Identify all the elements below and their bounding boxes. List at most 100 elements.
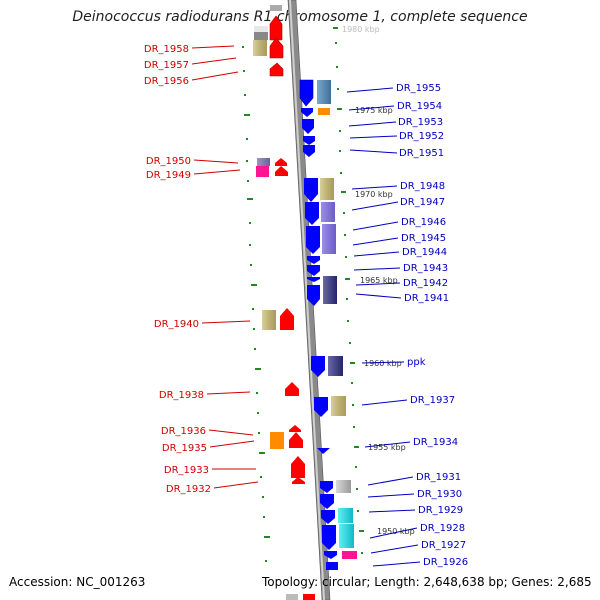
gene-arrow-reverse [269,15,283,41]
scale-ticks [333,27,364,532]
gene-block [254,32,268,40]
outer-track-left [242,46,270,562]
gene-label[interactable]: DR_1944 [402,247,447,258]
gene-label[interactable]: DR_1926 [423,557,468,568]
gene-label[interactable]: DR_1943 [403,263,448,274]
gene-block [262,310,276,330]
gene-arrow-forward [314,397,328,417]
gene-block [317,80,331,104]
forward-strand-genes [299,79,357,570]
gene-arrow-forward [303,145,315,157]
gene-block [339,524,354,548]
gene-label[interactable]: DR_1928 [420,523,465,534]
scale-tick [345,278,350,280]
gene-block [323,286,337,304]
gene-block [336,480,351,493]
gene-arrow-forward [305,202,319,225]
gene-arrow-reverse [275,158,287,166]
scale-label: 1960 kbp [364,359,402,368]
gene-arrow-forward [320,481,333,493]
gene-label[interactable]: DR_1935 [162,443,207,454]
gene-label[interactable]: DR_1932 [166,484,211,495]
gene-arrow-forward [307,285,320,306]
outer-track-right [335,42,363,554]
scale-label: 1975 kbp [355,106,393,115]
gene-arrow-forward [307,265,320,276]
gene-block [318,108,330,115]
gene-label[interactable]: ppk [407,357,426,368]
reverse-leader-lines [191,45,259,489]
gene-label[interactable]: DR_1949 [146,170,191,181]
gene-block [331,396,346,416]
gene-label[interactable]: DR_1955 [396,83,441,94]
gene-block [256,166,269,177]
gene-arrow-forward [320,494,334,509]
scale-label: 1955 kbp [368,443,406,452]
scale-tick [354,446,359,448]
gene-label[interactable]: DR_1929 [418,505,463,516]
gene-block [270,432,284,449]
scale-label: 1970 kbp [355,190,393,199]
topology-text: Topology: circular; Length: 2,648,638 bp… [262,575,592,589]
gene-arrow-forward [307,277,320,282]
gene-label[interactable]: DR_1958 [144,44,189,55]
gene-arrow-reverse [280,308,294,330]
gene-arrow-forward [322,525,336,550]
gene-label[interactable]: DR_1940 [154,319,199,330]
map-title: Deinococcus radiodurans R1 chromosome 1,… [72,9,528,25]
gene-label[interactable]: DR_1946 [401,217,446,228]
gene-block [320,178,334,200]
gene-block [286,594,298,600]
scale-label: 1965 kbp [360,276,398,285]
gene-block [338,508,353,523]
gene-arrow-forward [302,119,314,134]
gene-block [342,551,357,559]
gene-label[interactable]: DR_1947 [400,197,445,208]
gene-arrow-reverse [292,477,305,484]
gene-arrow-forward [303,136,315,145]
reverse-strand-genes [253,5,315,600]
gene-block [303,594,315,600]
gene-label[interactable]: DR_1953 [398,117,443,128]
gene-label[interactable]: DR_1931 [416,472,461,483]
scale-label: 1950 kbp [377,527,415,536]
gene-block [326,562,338,570]
chromosome-backbone-highlight [289,0,325,600]
gene-label[interactable]: DR_1954 [397,101,442,112]
gene-block [257,158,270,166]
gene-block [270,5,282,11]
gene-label[interactable]: DR_1938 [159,390,204,401]
gene-label[interactable]: DR_1957 [144,60,189,71]
gene-label[interactable]: DR_1945 [401,233,446,244]
gene-label[interactable]: DR_1952 [399,131,444,142]
gene-label[interactable]: DR_1930 [417,489,462,500]
scale-tick [333,27,338,29]
gene-label[interactable]: DR_1951 [399,148,444,159]
gene-arrow-forward [321,510,335,524]
gene-label[interactable]: DR_1942 [403,278,448,289]
gene-arrow-reverse [275,166,288,176]
gene-label[interactable]: DR_1948 [400,181,445,192]
scale-tick [337,108,342,110]
scale-tick [341,191,346,193]
gene-label[interactable]: DR_1941 [404,293,449,304]
gene-label[interactable]: DR_1937 [410,395,455,406]
gene-block [322,224,336,254]
forward-leader-lines [346,87,421,567]
gene-arrow-forward [317,448,330,454]
gene-label[interactable]: DR_1927 [421,540,466,551]
gene-block [253,40,267,56]
scale-tick [350,362,355,364]
gene-label[interactable]: DR_1956 [144,76,189,87]
gene-arrow-forward [307,256,320,264]
gene-label[interactable]: DR_1933 [164,465,209,476]
gene-arrow-reverse [269,62,284,77]
gene-label[interactable]: DR_1934 [413,437,458,448]
gene-label[interactable]: DR_1936 [161,426,206,437]
gene-arrow-reverse [289,425,301,432]
gene-block [323,276,337,286]
gene-label[interactable]: DR_1950 [146,156,191,167]
gene-block [328,356,343,376]
gene-arrow-forward [306,226,320,254]
